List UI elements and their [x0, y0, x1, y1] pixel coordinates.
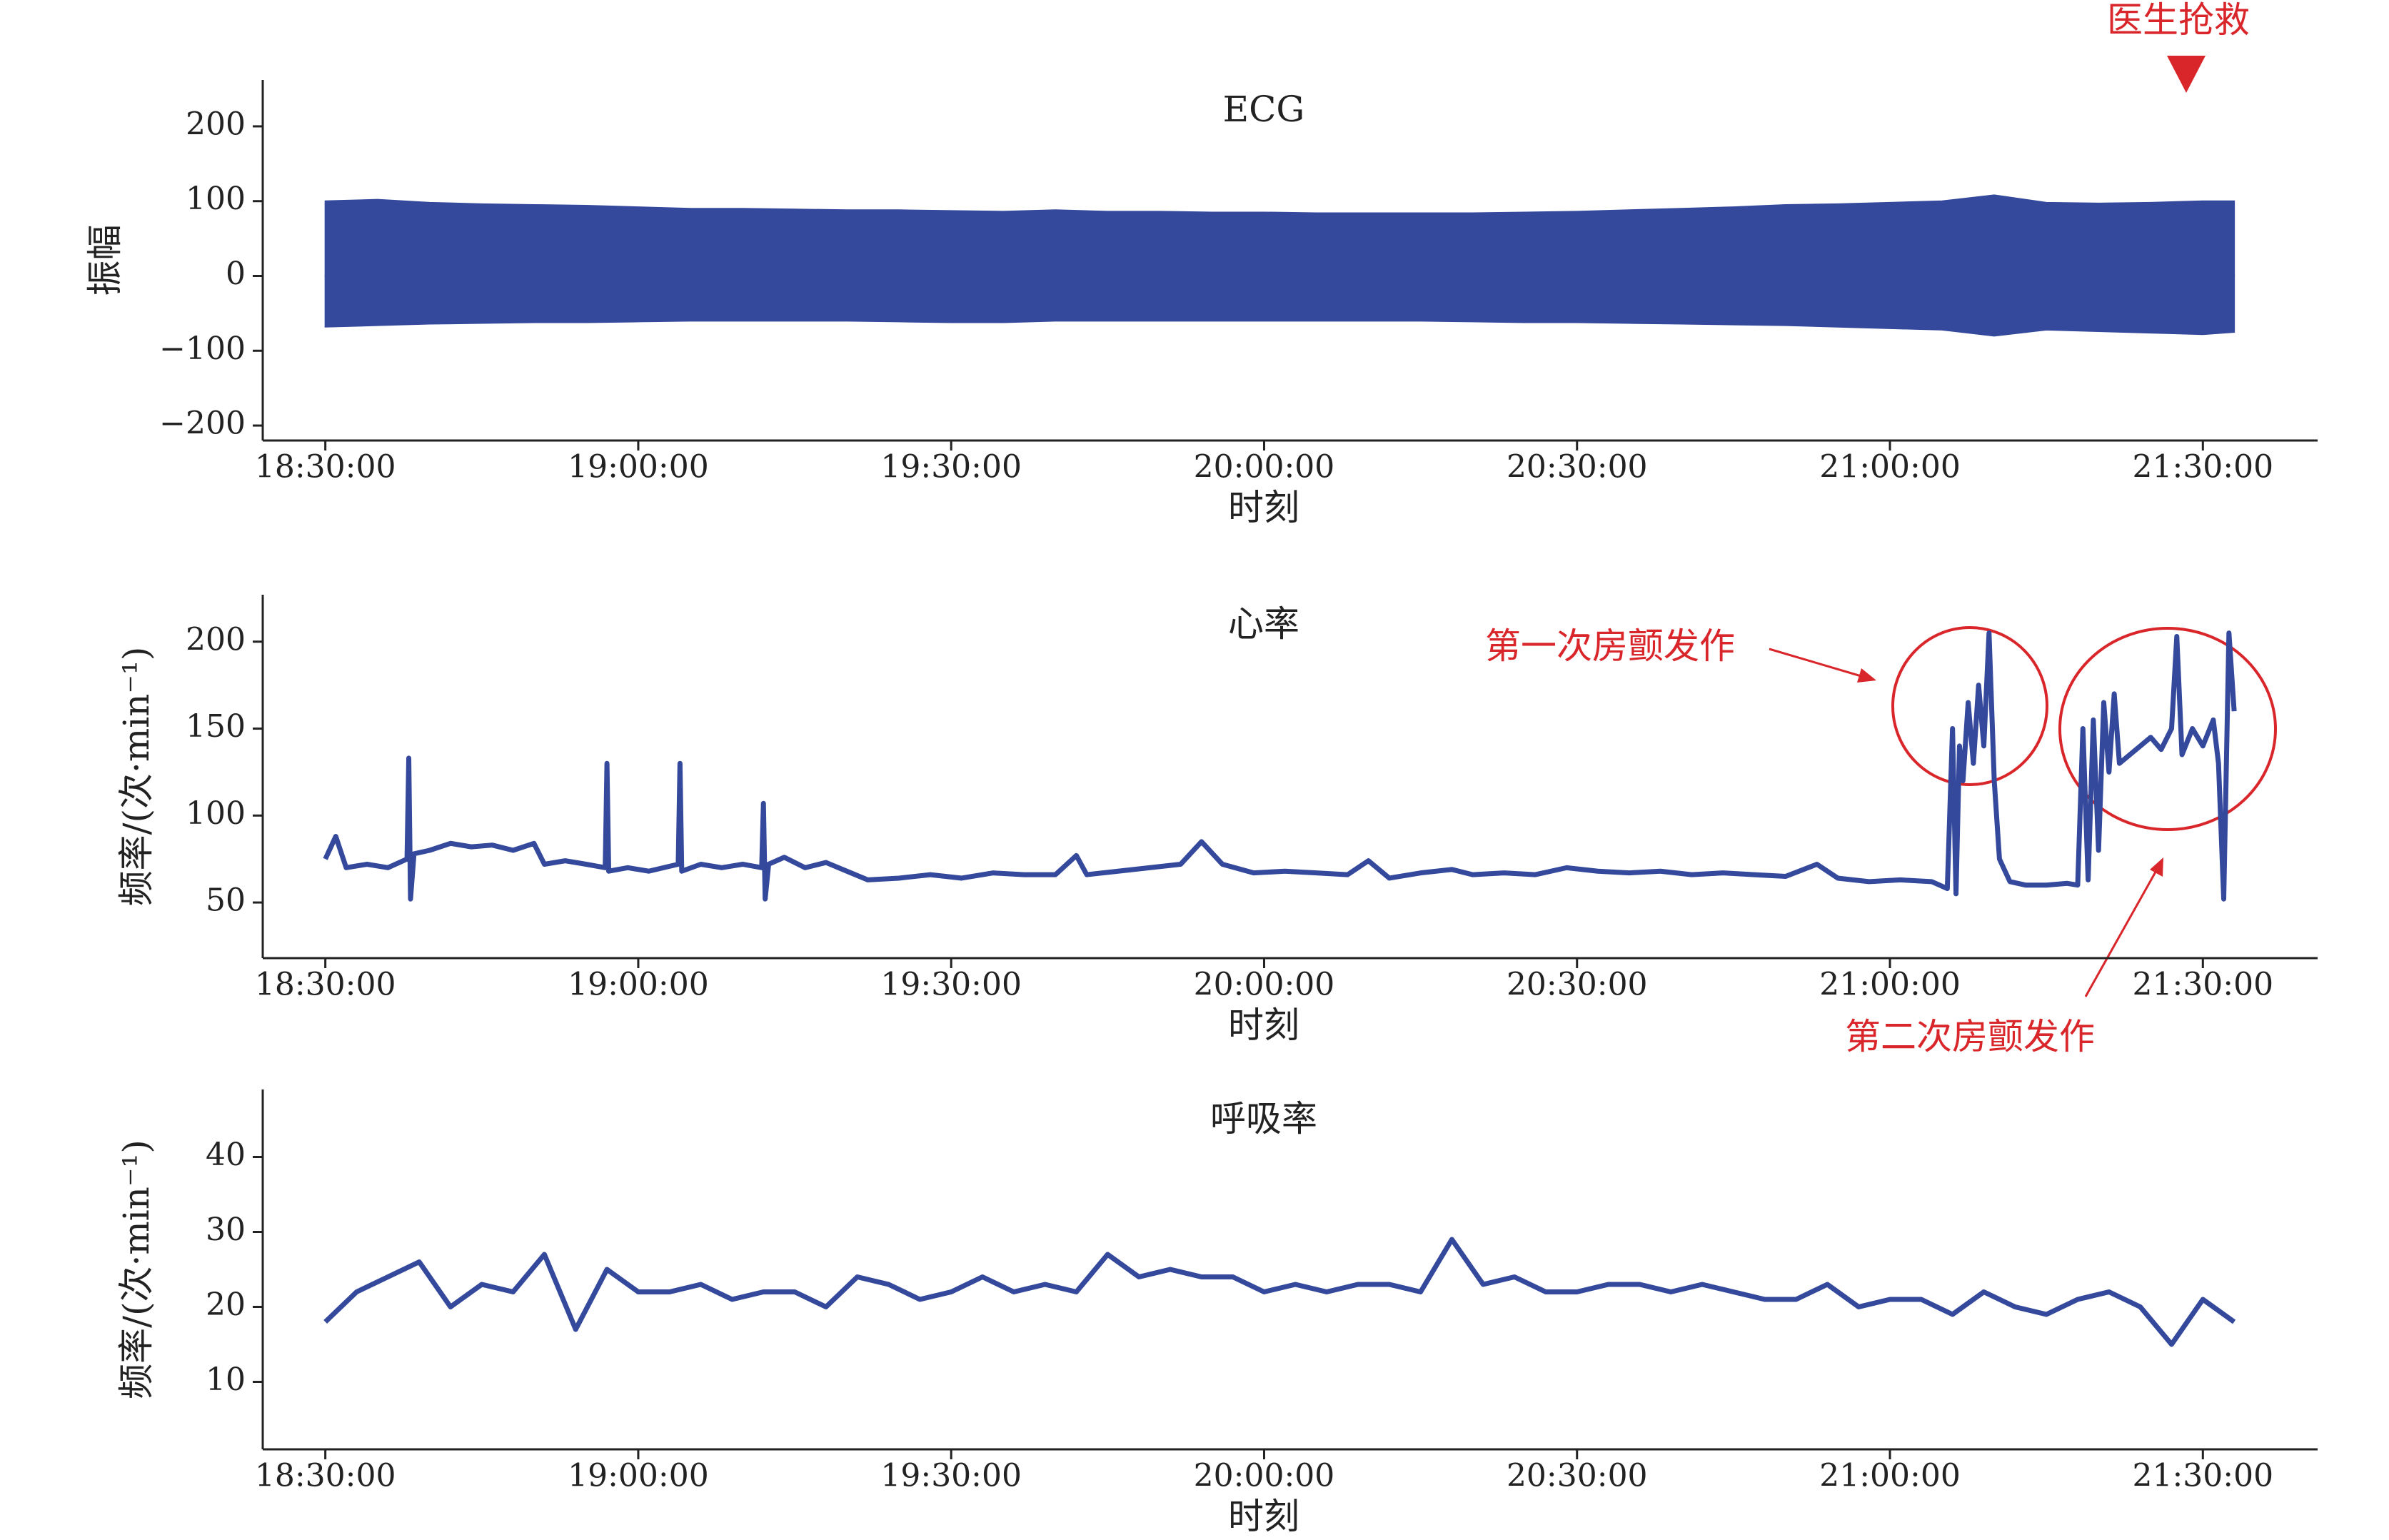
annotation-arrow	[2084, 867, 2159, 997]
x-tick-label: 19:00:00	[568, 1458, 709, 1494]
x-tick-label: 20:30:00	[1507, 967, 1648, 1003]
x-axis-label: 时刻	[1228, 487, 1299, 528]
y-tick-label: 200	[186, 106, 246, 142]
x-tick-label: 18:30:00	[255, 967, 396, 1003]
y-tick-label: 150	[186, 708, 246, 745]
x-tick-label: 20:00:00	[1194, 1458, 1335, 1494]
data-line	[323, 630, 2237, 902]
y-tick-label: 10	[206, 1362, 246, 1398]
x-tick-label: 21:00:00	[1819, 967, 1961, 1003]
event-marker	[2167, 56, 2206, 93]
data-line	[323, 1237, 2236, 1347]
highlight-circle	[2058, 627, 2277, 831]
x-tick-label: 20:30:00	[1507, 449, 1648, 485]
chart-title: 呼吸率	[1210, 1098, 1317, 1139]
y-axis-label: 振幅	[84, 225, 126, 296]
x-tick-label: 19:30:00	[880, 1458, 1022, 1494]
chart-title: 心率	[1228, 603, 1299, 645]
annotation-arrow	[1769, 648, 1864, 678]
x-tick-label: 19:30:00	[880, 967, 1022, 1003]
x-tick-label: 21:30:00	[2132, 449, 2273, 485]
y-axis-label: 频率/(次·min⁻¹)	[116, 647, 157, 907]
annotation: 医生抢救	[2107, 0, 2250, 41]
arrow-head	[2150, 857, 2163, 877]
y-tick-label: 50	[206, 882, 246, 919]
ecg-band	[324, 194, 2235, 277]
x-tick-label: 21:30:00	[2132, 1458, 2273, 1494]
x-tick-label: 18:30:00	[255, 449, 396, 485]
y-axis-label: 频率/(次·min⁻¹)	[116, 1139, 157, 1399]
x-tick-label: 20:00:00	[1194, 449, 1335, 485]
chart-title: ECG	[1223, 89, 1305, 130]
y-tick-label: 30	[206, 1212, 246, 1248]
y-tick-label: 200	[186, 621, 246, 658]
x-tick-label: 18:30:00	[255, 1458, 396, 1494]
y-tick-label: −200	[159, 406, 246, 442]
x-tick-label: 19:00:00	[568, 449, 709, 485]
x-tick-label: 21:30:00	[2132, 967, 2273, 1003]
y-tick-label: 20	[206, 1287, 246, 1323]
annotation: 第一次房颤发作	[1485, 625, 1735, 667]
x-axis-label: 时刻	[1228, 1496, 1299, 1537]
ecg-band	[324, 275, 2235, 337]
y-tick-label: 100	[186, 795, 246, 832]
y-tick-label: 40	[206, 1137, 246, 1173]
x-axis-label: 时刻	[1228, 1005, 1299, 1046]
x-tick-label: 19:00:00	[568, 967, 709, 1003]
arrow-head	[1857, 668, 1876, 683]
y-tick-label: 100	[186, 181, 246, 217]
x-tick-label: 21:00:00	[1819, 449, 1961, 485]
x-tick-label: 20:30:00	[1507, 1458, 1648, 1494]
annotation: 第二次房颤发作	[1845, 1016, 2095, 1057]
y-tick-label: −100	[159, 331, 246, 367]
x-tick-label: 21:00:00	[1819, 1458, 1961, 1494]
y-tick-label: 0	[226, 256, 246, 292]
highlight-circle	[1891, 626, 2048, 786]
x-tick-label: 20:00:00	[1194, 967, 1335, 1003]
x-tick-label: 19:30:00	[880, 449, 1022, 485]
